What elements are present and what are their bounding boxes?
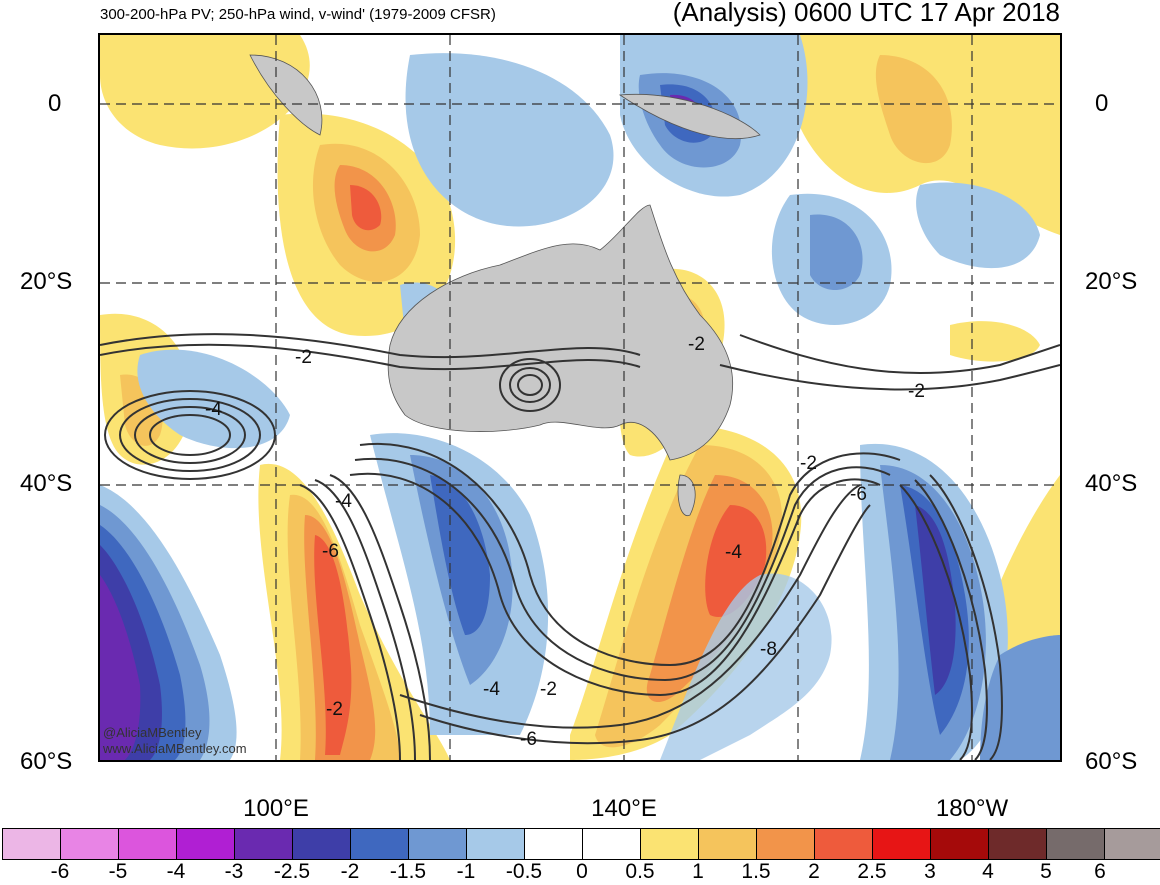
pv-negative-shading (100, 35, 1060, 760)
contour-label: -4 (483, 679, 500, 700)
contour-label: -6 (520, 729, 537, 750)
lon-label-180w: 180°W (935, 795, 1009, 822)
colorbar-swatch (525, 829, 583, 859)
colorbar-swatch (583, 829, 641, 859)
colorbar-label: 1 (692, 860, 704, 883)
colorbar-swatch (293, 829, 351, 859)
colorbar-label: 5 (1040, 860, 1052, 883)
colorbar-label: 1.5 (741, 860, 771, 883)
lat-label-right-40s: 40°S (1085, 470, 1138, 497)
lat-label-right-0: 0 (1095, 90, 1109, 117)
colorbar-swatch (931, 829, 989, 859)
colorbar-label: 3 (924, 860, 936, 883)
lat-label-left-20s: 20°S (20, 268, 73, 295)
colorbar-swatch (119, 829, 177, 859)
contour-label: -6 (850, 484, 867, 505)
lat-label-left-40s: 40°S (20, 470, 73, 497)
land-masses (249, 54, 761, 516)
v-wind-contours (100, 333, 1060, 760)
colorbar-label: 4 (982, 860, 994, 883)
colorbar-swatch (815, 829, 873, 859)
colorbar (2, 828, 1160, 860)
map-title: (Analysis) 0600 UTC 17 Apr 2018 (672, 0, 1060, 27)
colorbar-swatch (467, 829, 525, 859)
map-subtitle: 300-200-hPa PV; 250-hPa wind, v-wind' (1… (100, 6, 496, 23)
contour-label: -2 (326, 699, 343, 720)
colorbar-label: -2.5 (273, 860, 311, 883)
colorbar-swatch (699, 829, 757, 859)
contour-label: -4 (335, 491, 352, 512)
colorbar-swatch (3, 829, 61, 859)
lat-label-left-60s: 60°S (20, 748, 73, 775)
credit-handle: @AliciaMBentley (103, 725, 202, 740)
colorbar-label: 0.5 (625, 860, 655, 883)
contour-label: -4 (205, 399, 222, 420)
colorbar-swatch (61, 829, 119, 859)
colorbar-label: 2.5 (857, 860, 887, 883)
contour-label: -4 (725, 542, 742, 563)
credit-website[interactable]: www.AliciaMBentley.com (103, 741, 247, 756)
colorbar-label: -3 (224, 860, 244, 883)
lon-label-140e: 140°E (591, 795, 657, 822)
lat-label-right-60s: 60°S (1085, 748, 1138, 775)
colorbar-label: -0.5 (505, 860, 543, 883)
colorbar-swatch (641, 829, 699, 859)
colorbar-label: -5 (108, 860, 128, 883)
colorbar-swatch (989, 829, 1047, 859)
colorbar-label: -1.5 (389, 860, 427, 883)
contour-label: -2 (908, 381, 925, 402)
contour-labels: -2 -4 -4 -6 -2 -2 -2 -2 -6 -4 -8 -4 -2 -… (205, 334, 925, 750)
colorbar-label: -1 (456, 860, 476, 883)
contour-label: -8 (760, 639, 777, 660)
map-panel: -2 -4 -4 -6 -2 -2 -2 -2 -6 -4 -8 -4 -2 -… (98, 33, 1062, 762)
colorbar-label: 0 (576, 860, 588, 883)
contour-label: -2 (688, 334, 705, 355)
colorbar-label: 2 (808, 860, 820, 883)
colorbar-swatch (409, 829, 467, 859)
colorbar-swatch (757, 829, 815, 859)
lon-label-100e: 100°E (243, 795, 309, 822)
colorbar-label: 6 (1094, 860, 1106, 883)
colorbar-swatch (1105, 829, 1160, 859)
lat-label-right-20s: 20°S (1085, 268, 1138, 295)
colorbar-label: -6 (50, 860, 70, 883)
colorbar-label: -2 (340, 860, 360, 883)
contour-label: -2 (800, 453, 817, 474)
colorbar-swatch (235, 829, 293, 859)
lat-label-left-0: 0 (48, 90, 62, 117)
contour-label: -2 (295, 347, 312, 368)
colorbar-swatch (1047, 829, 1105, 859)
map-canvas: -2 -4 -4 -6 -2 -2 -2 -2 -6 -4 -8 -4 -2 -… (100, 35, 1060, 760)
contour-label: -6 (322, 541, 339, 562)
colorbar-swatch (351, 829, 409, 859)
colorbar-swatch (873, 829, 931, 859)
contour-label: -2 (540, 679, 557, 700)
colorbar-label: -4 (166, 860, 186, 883)
colorbar-swatch (177, 829, 235, 859)
